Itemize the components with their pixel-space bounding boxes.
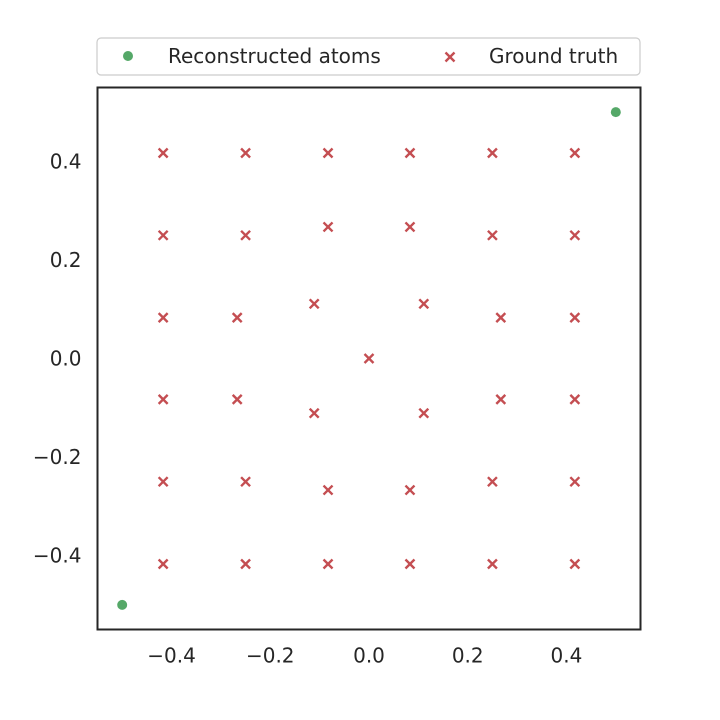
legend: Reconstructed atoms Ground truth: [96, 37, 641, 76]
ground-truth-point-stroke-b: [157, 229, 169, 241]
ground-truth-point: [240, 476, 251, 488]
ground-truth-point: [487, 147, 498, 159]
ground-truth-point-stroke-b: [404, 484, 416, 496]
ground-truth-point-stroke-b: [308, 407, 320, 419]
ground-truth-point: [569, 476, 581, 488]
ground-truth-point: [231, 312, 243, 323]
legend-box: [96, 37, 641, 76]
y-tick-label: 0.4: [50, 149, 82, 173]
ground-truth-point: [487, 558, 498, 570]
y-tick-label: −0.2: [33, 445, 82, 469]
ground-truth-point-stroke-b: [240, 558, 251, 570]
ground-truth-point-stroke-b: [157, 476, 169, 488]
ground-truth-point-stroke-b: [569, 558, 581, 570]
ground-truth-point: [240, 147, 251, 159]
legend-swatch-ground-truth: [444, 51, 456, 63]
x-tick-label: 0.2: [452, 644, 484, 668]
ground-truth-point-stroke-b: [240, 476, 251, 488]
legend-marker-ground-truth: [444, 51, 456, 63]
ground-truth-point-stroke-b: [322, 484, 334, 496]
ground-truth-point: [308, 407, 320, 419]
ground-truth-point-stroke-b: [569, 394, 581, 405]
ground-truth-point-stroke-b: [157, 147, 169, 159]
y-tick-label: 0.2: [50, 248, 82, 272]
ground-truth-point-stroke-b: [308, 298, 320, 310]
ground-truth-point: [495, 312, 507, 323]
x-tick-label: 0.0: [353, 644, 385, 668]
x-tick-label: −0.2: [246, 644, 295, 668]
ground-truth-point-stroke-b: [240, 229, 251, 241]
ground-truth-point-stroke-b: [404, 558, 416, 570]
ground-truth-point: [404, 484, 416, 496]
ground-truth-point-stroke-b: [157, 558, 169, 570]
reconstructed-atom-point: [117, 599, 128, 610]
ground-truth-point: [157, 476, 169, 488]
y-tick-label: 0.0: [50, 347, 82, 371]
ground-truth-point-stroke-b: [240, 147, 251, 159]
legend-marker-ground-truth-stroke-b: [444, 51, 456, 63]
ground-truth-point: [487, 229, 498, 241]
ground-truth-point-stroke-b: [404, 221, 416, 233]
ground-truth-point: [157, 229, 169, 241]
ground-truth-point-stroke-b: [418, 298, 430, 310]
ground-truth-point: [157, 394, 169, 405]
ticks-layer: −0.4 −0.2 0.0 0.2 0.4 −0.4 −0.2 0.0 0.2 0.4: [33, 149, 582, 667]
reconstructed-atom-point: [610, 107, 621, 118]
ground-truth-point: [240, 558, 251, 570]
ground-truth-point: [418, 407, 430, 419]
ground-truth-point-stroke-b: [363, 353, 375, 364]
ground-truth-point-stroke-b: [487, 558, 498, 570]
ground-truth-point: [418, 298, 430, 310]
ground-truth-point: [569, 312, 581, 323]
ground-truth-point: [322, 558, 334, 570]
ground-truth-point-stroke-b: [157, 394, 169, 405]
ground-truth-point-stroke-b: [322, 147, 334, 159]
legend-marker-reconstructed: [123, 51, 133, 61]
ground-truth-point: [240, 229, 251, 241]
ground-truth-point: [157, 312, 169, 323]
ground-truth-point-stroke-b: [495, 394, 507, 405]
ground-truth-point-stroke-b: [487, 476, 498, 488]
ground-truth-point-stroke-b: [322, 558, 334, 570]
ground-truth-point: [487, 476, 498, 488]
ground-truth-point-stroke-b: [569, 312, 581, 323]
ground-truth-point: [569, 229, 581, 241]
ground-truth-point: [404, 221, 416, 233]
ground-truth-point-stroke-b: [569, 147, 581, 159]
ground-truth-point: [495, 394, 507, 405]
ground-truth-point-stroke-b: [404, 147, 416, 159]
ground-truth-point-stroke-b: [231, 312, 243, 323]
y-tick-label: −0.4: [33, 544, 82, 568]
ground-truth-point: [404, 558, 416, 570]
legend-label-ground-truth: Ground truth: [489, 44, 618, 68]
ground-truth-point: [231, 394, 243, 405]
ground-truth-point-stroke-b: [487, 229, 498, 241]
ground-truth-point: [322, 484, 334, 496]
ground-truth-point-stroke-b: [495, 312, 507, 323]
ground-truth-point: [322, 147, 334, 159]
x-tick-label: 0.4: [551, 644, 583, 668]
marks-layer: [117, 107, 621, 610]
ground-truth-point: [157, 147, 169, 159]
x-tick-label: −0.4: [147, 644, 196, 668]
ground-truth-point-stroke-b: [569, 229, 581, 241]
ground-truth-point-stroke-b: [157, 312, 169, 323]
ground-truth-point: [322, 221, 334, 233]
ground-truth-point: [157, 558, 169, 570]
legend-swatch-reconstructed: [123, 51, 133, 61]
ground-truth-point-stroke-b: [322, 221, 334, 233]
ground-truth-point-stroke-b: [231, 394, 243, 405]
ground-truth-point: [569, 147, 581, 159]
ground-truth-point: [308, 298, 320, 310]
ground-truth-point-stroke-b: [418, 407, 430, 419]
ground-truth-point-stroke-b: [569, 476, 581, 488]
plot-frame: [96, 86, 642, 631]
ground-truth-point: [363, 353, 375, 364]
ground-truth-point: [404, 147, 416, 159]
legend-label-reconstructed: Reconstructed atoms: [168, 44, 381, 68]
ground-truth-point-stroke-b: [487, 147, 498, 159]
ground-truth-point: [569, 558, 581, 570]
ground-truth-point: [569, 394, 581, 405]
